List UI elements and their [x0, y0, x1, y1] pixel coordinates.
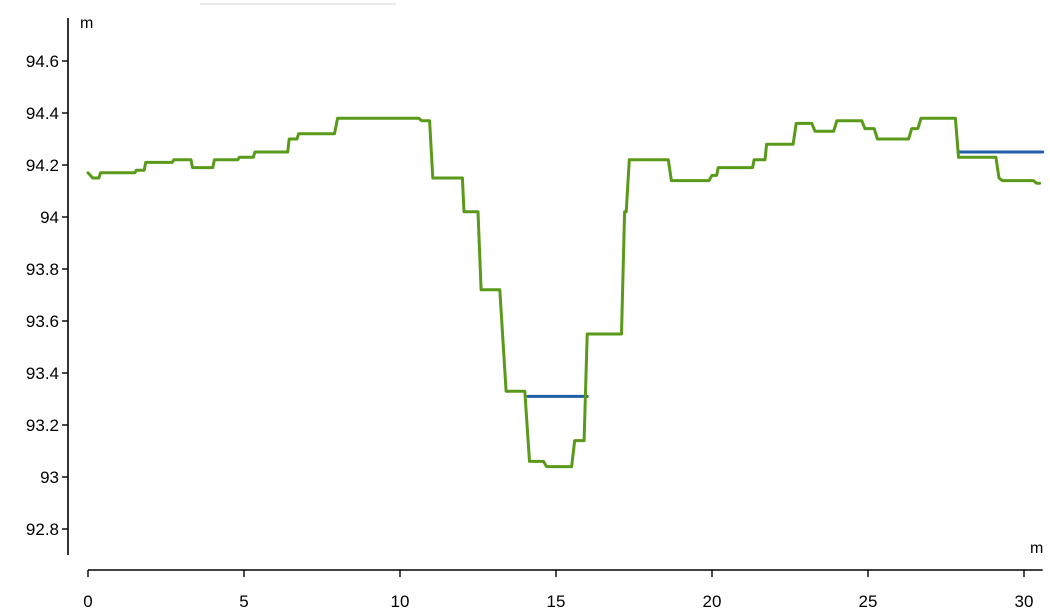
x-axis-unit-label: m [1030, 540, 1043, 557]
x-tick-label: 20 [703, 592, 722, 610]
y-tick-label: 94.2 [26, 156, 59, 175]
y-ticks: 92.8 93 93.2 93.4 93.6 93.8 94 94.2 94.4 94.6 [26, 52, 68, 539]
x-tick-label: 25 [859, 592, 878, 610]
series-layer [86, 116, 1045, 469]
axes: m m [67, 15, 1043, 571]
x-tick-label: 10 [391, 592, 410, 610]
x-tick-label: 30 [1015, 592, 1034, 610]
y-tick-label: 93.8 [26, 260, 59, 279]
x-tick-label: 15 [547, 592, 566, 610]
y-tick-label: 93 [40, 468, 59, 487]
y-axis-unit-label: m [80, 15, 93, 32]
series-2-line [86, 116, 1042, 469]
x-tick-label: 5 [239, 592, 248, 610]
y-tick-label: 92.8 [26, 520, 59, 539]
y-tick-label: 93.2 [26, 416, 59, 435]
x-tick-label: 0 [83, 592, 92, 610]
top-divider [200, 3, 396, 5]
x-ticks: 0 5 10 15 20 25 30 [83, 570, 1033, 610]
y-tick-label: 93.6 [26, 312, 59, 331]
y-tick-label: 93.4 [26, 364, 59, 383]
y-tick-label: 94.4 [26, 104, 59, 123]
y-tick-label: 94 [40, 208, 59, 227]
y-tick-label: 94.6 [26, 52, 59, 71]
